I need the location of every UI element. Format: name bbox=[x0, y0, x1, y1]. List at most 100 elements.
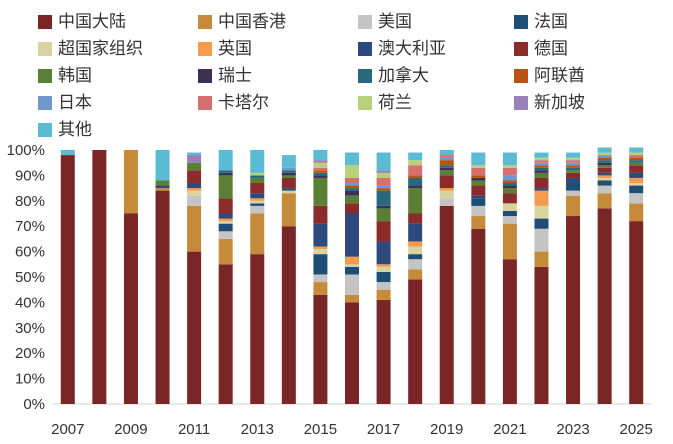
bar-segment bbox=[534, 162, 549, 166]
bar-segment bbox=[155, 188, 170, 191]
legend-swatch bbox=[514, 42, 528, 56]
bar-segment bbox=[408, 246, 423, 255]
bar-segment bbox=[502, 223, 517, 260]
y-tick-label: 20% bbox=[15, 345, 45, 362]
legend-swatch bbox=[514, 96, 528, 110]
chart-bars bbox=[60, 147, 644, 404]
bar-segment bbox=[566, 165, 581, 168]
bar-segment bbox=[313, 223, 328, 247]
x-tick-label: 2019 bbox=[430, 421, 463, 438]
bar-segment bbox=[187, 155, 202, 163]
legend-swatch bbox=[38, 123, 52, 137]
bar-segment bbox=[534, 218, 549, 229]
y-tick-label: 40% bbox=[15, 294, 45, 311]
bar-segment bbox=[534, 228, 549, 252]
bar-segment bbox=[345, 203, 359, 214]
legend-swatch bbox=[358, 42, 372, 56]
bar-segment bbox=[376, 299, 391, 404]
bar-segment bbox=[502, 180, 517, 184]
bar-segment bbox=[439, 157, 454, 161]
y-tick-label: 100% bbox=[7, 142, 45, 159]
bar-segment bbox=[376, 266, 391, 272]
bar-segment bbox=[250, 198, 265, 201]
bar-segment bbox=[155, 180, 170, 186]
bar-segment bbox=[281, 167, 296, 171]
legend-item: 美国 bbox=[358, 10, 412, 34]
bar-segment bbox=[313, 162, 328, 168]
bar-segment bbox=[218, 231, 233, 239]
legend-label: 卡塔尔 bbox=[218, 93, 269, 113]
bar-segment bbox=[187, 188, 202, 191]
bar-segment bbox=[376, 282, 391, 290]
bar-segment bbox=[313, 254, 328, 275]
bar-segment bbox=[566, 170, 581, 173]
bar-segment bbox=[408, 279, 423, 404]
bar-segment bbox=[376, 241, 391, 265]
bar-segment bbox=[471, 205, 486, 217]
legend-swatch bbox=[198, 42, 212, 56]
bar-segment bbox=[376, 185, 391, 189]
bar-segment bbox=[629, 193, 644, 204]
bar-segment bbox=[218, 218, 233, 222]
x-tick-label: 2007 bbox=[51, 421, 84, 438]
bar-segment bbox=[376, 152, 391, 171]
bar-segment bbox=[439, 198, 454, 206]
legend-label: 阿联酋 bbox=[534, 66, 585, 86]
bar-segment bbox=[408, 241, 423, 247]
bar-segment bbox=[123, 150, 138, 214]
bar-segment bbox=[566, 152, 581, 158]
bar-segment bbox=[281, 188, 296, 191]
bar-segment bbox=[313, 150, 328, 161]
bar-segment bbox=[281, 175, 296, 178]
bar-segment bbox=[629, 172, 644, 178]
legend-label: 荷兰 bbox=[378, 93, 412, 113]
bar-segment bbox=[218, 150, 233, 171]
legend-item: 中国香港 bbox=[198, 10, 286, 34]
bar-segment bbox=[502, 175, 517, 181]
bar-segment bbox=[281, 193, 296, 227]
bar-segment bbox=[281, 226, 296, 404]
bar-segment bbox=[376, 208, 391, 222]
bar-segment bbox=[534, 152, 549, 158]
bar-segment bbox=[60, 150, 75, 156]
bar-segment bbox=[345, 165, 359, 178]
legend-item: 卡塔尔 bbox=[198, 91, 269, 115]
legend-label: 中国香港 bbox=[218, 12, 286, 32]
bar-segment bbox=[566, 167, 581, 171]
bar-segment bbox=[566, 177, 581, 184]
bar-segment bbox=[250, 200, 265, 204]
bar-segment bbox=[534, 251, 549, 267]
bar-segment bbox=[187, 251, 202, 404]
bar-segment bbox=[597, 167, 612, 173]
bar-segment bbox=[534, 165, 549, 168]
legend-swatch bbox=[358, 69, 372, 83]
bar-segment bbox=[471, 216, 486, 229]
bar-segment bbox=[534, 266, 549, 404]
legend-label: 中国大陆 bbox=[58, 12, 126, 32]
bar-segment bbox=[218, 221, 233, 224]
bar-segment bbox=[629, 221, 644, 404]
bar-segment bbox=[439, 165, 454, 168]
bar-segment bbox=[281, 172, 296, 176]
bar-segment bbox=[313, 274, 328, 283]
bar-segment bbox=[502, 210, 517, 217]
legend-swatch bbox=[38, 42, 52, 56]
bar-segment bbox=[534, 205, 549, 219]
bar-segment bbox=[502, 165, 517, 168]
bar-segment bbox=[376, 264, 391, 267]
bar-segment bbox=[250, 183, 265, 194]
legend-swatch bbox=[38, 96, 52, 110]
bar-segment bbox=[629, 157, 644, 161]
bar-segment bbox=[439, 155, 454, 158]
bar-segment bbox=[471, 152, 486, 166]
bar-segment bbox=[313, 175, 328, 178]
bar-segment bbox=[281, 155, 296, 168]
legend-label: 德国 bbox=[534, 39, 568, 59]
bar-segment bbox=[408, 254, 423, 260]
bar-segment bbox=[597, 208, 612, 404]
bar-segment bbox=[155, 190, 170, 404]
legend-swatch bbox=[514, 69, 528, 83]
bar-segment bbox=[597, 180, 612, 186]
bar-segment bbox=[376, 221, 391, 242]
